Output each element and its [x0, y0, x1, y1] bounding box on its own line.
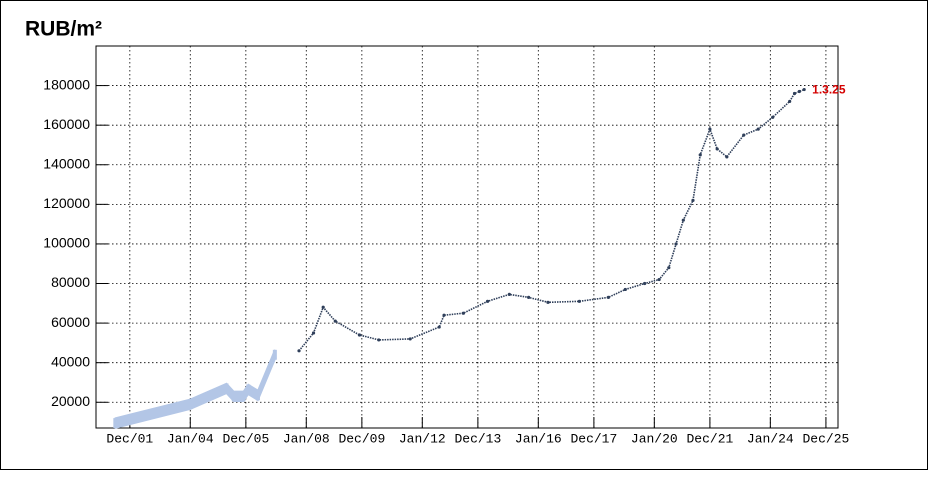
y-tick-label: 40000 — [51, 353, 90, 369]
data-point — [797, 89, 801, 94]
y-tick-label: 120000 — [43, 195, 90, 211]
data-point — [507, 292, 511, 296]
x-tick-label: Dec/17 — [570, 431, 617, 446]
data-point — [485, 299, 490, 303]
x-tick-label: Jan/16 — [515, 431, 562, 446]
data-point — [756, 127, 760, 131]
y-tick-label: 180000 — [43, 76, 90, 92]
y-tick-label: 20000 — [51, 393, 90, 409]
data-point — [674, 242, 678, 246]
x-tick-label: Dec/25 — [803, 431, 850, 446]
x-tick-label: Dec/01 — [106, 431, 153, 446]
data-point — [297, 349, 301, 353]
x-tick-label: Dec/09 — [338, 431, 385, 446]
data-point — [333, 319, 337, 323]
x-tick-label: Jan/08 — [283, 431, 330, 446]
series-line — [298, 88, 805, 352]
x-tick-label: Jan/04 — [167, 431, 214, 446]
data-point — [577, 299, 581, 303]
data-point — [311, 331, 316, 335]
data-point — [681, 218, 685, 222]
plot-frame — [95, 45, 839, 429]
x-tick-label: Dec/13 — [454, 431, 501, 446]
data-point — [606, 295, 610, 299]
data-point — [643, 281, 647, 286]
y-tick-label: 160000 — [43, 116, 90, 132]
data-point — [698, 153, 702, 157]
band-area — [114, 349, 276, 429]
annotation: 1.3.25 — [812, 83, 846, 97]
data-point — [771, 115, 775, 119]
data-point — [742, 133, 746, 137]
frame — [0, 0, 928, 470]
x-tick-label: Dec/05 — [222, 431, 269, 446]
data-point — [377, 338, 381, 342]
data-point — [708, 127, 712, 131]
data-point — [527, 295, 531, 299]
data-point — [667, 266, 671, 270]
y-tick-label: 140000 — [43, 155, 90, 171]
x-tick-label: Jan/20 — [631, 431, 678, 446]
data-point — [461, 311, 465, 315]
data-point — [715, 147, 719, 151]
y-tick-label: 100000 — [43, 235, 90, 251]
data-point — [691, 198, 695, 202]
data-point — [657, 277, 661, 282]
chart-title: RUB/m² — [25, 18, 102, 41]
data-point — [792, 91, 797, 96]
data-point — [321, 305, 325, 309]
data-point — [623, 287, 627, 292]
x-tick-label: Jan/12 — [399, 431, 446, 446]
data-point — [442, 313, 446, 317]
data-point — [546, 300, 550, 304]
x-tick-label: Jan/24 — [747, 431, 794, 446]
data-point — [788, 99, 792, 104]
data-point — [802, 87, 806, 92]
data-point — [437, 325, 441, 329]
y-tick-label: 80000 — [51, 274, 90, 290]
data-point — [408, 337, 412, 341]
y-tick-label: 60000 — [51, 314, 90, 330]
data-point — [725, 155, 729, 159]
x-tick-label: Dec/21 — [686, 431, 733, 446]
data-point — [357, 333, 362, 337]
